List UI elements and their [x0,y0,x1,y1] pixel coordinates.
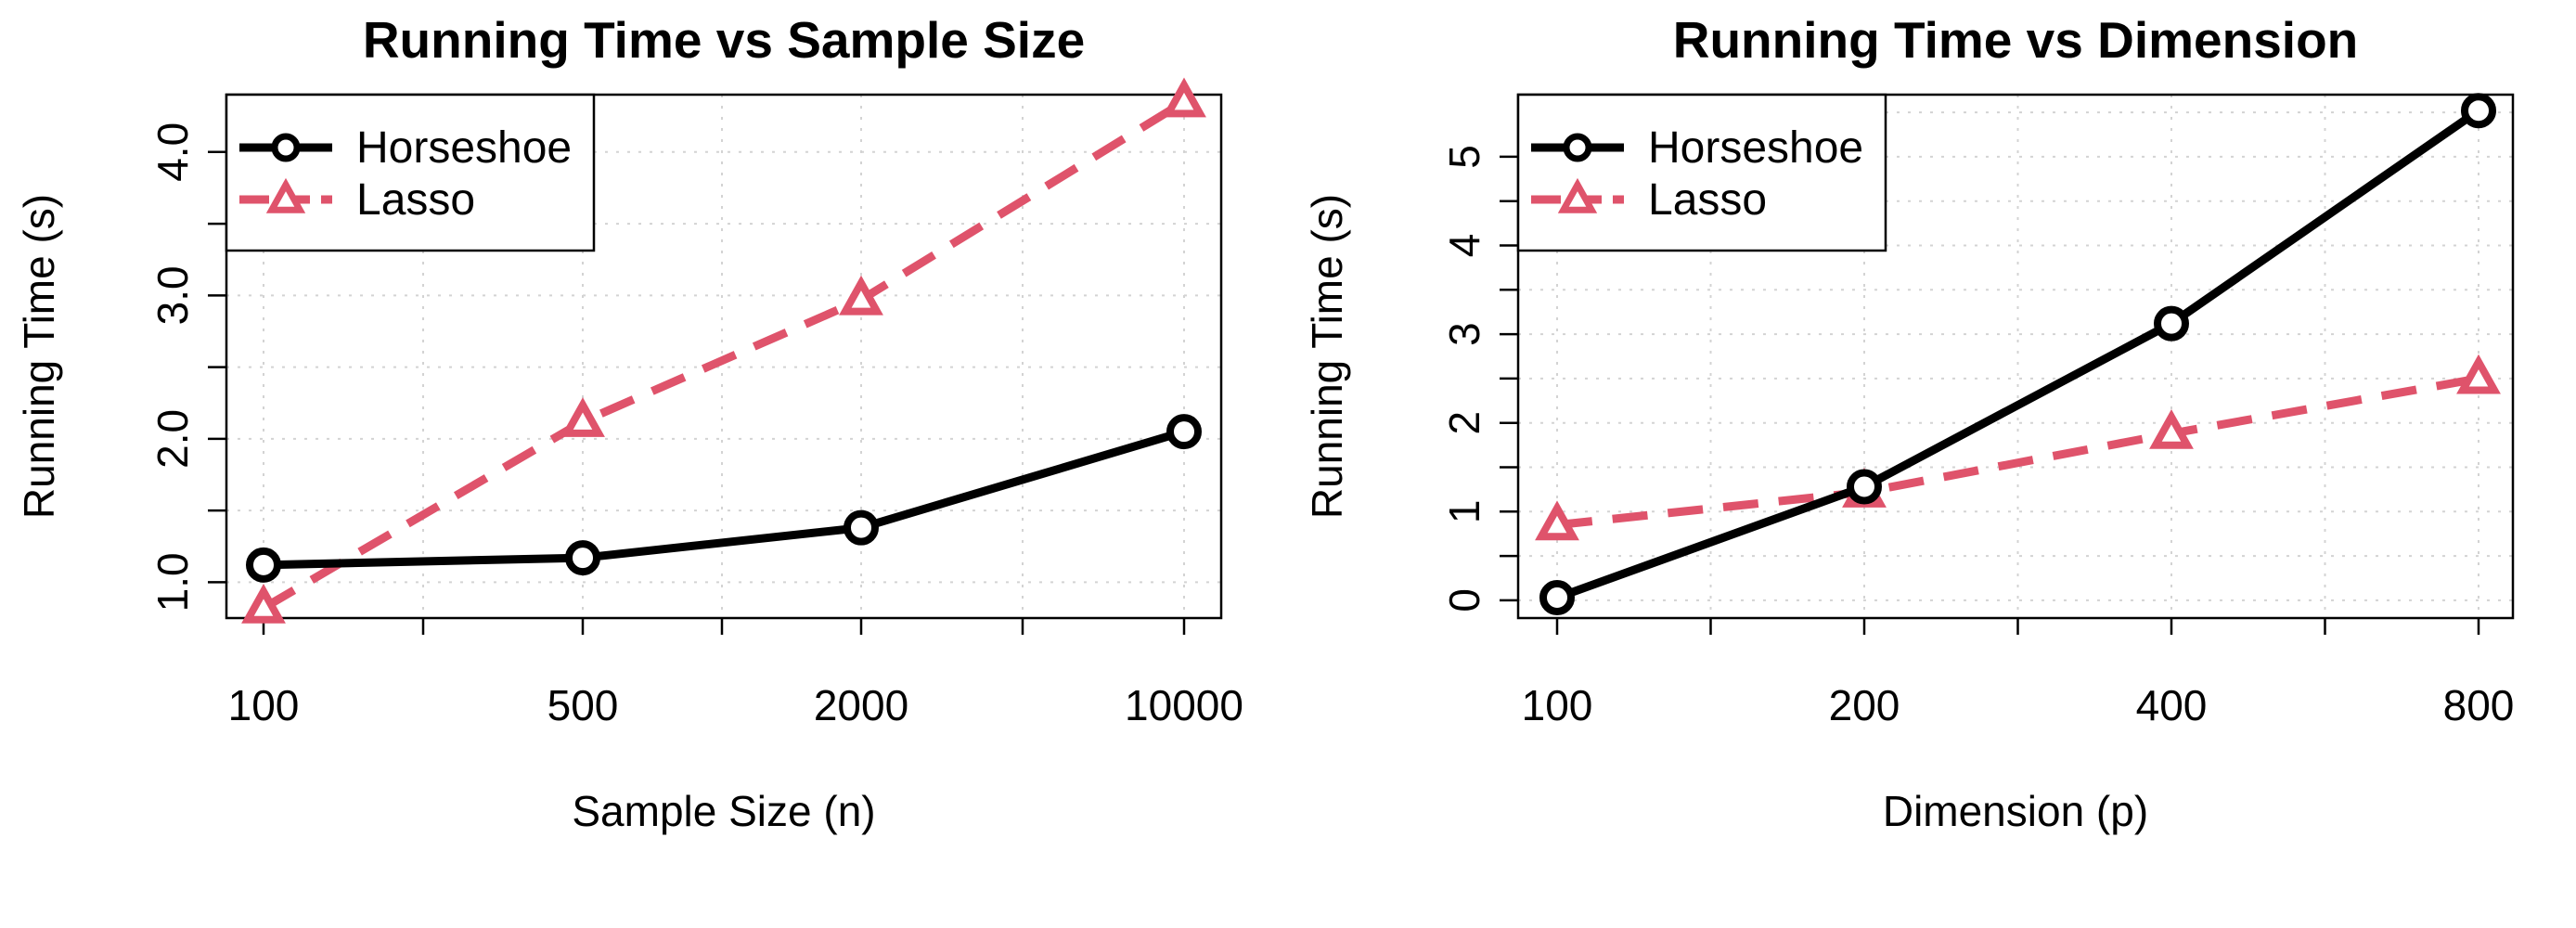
series-line-lasso [261,97,1187,612]
legend-label: Lasso [1648,175,1767,225]
y-tick-label: 0 [1440,588,1488,612]
x-axis-label: Sample Size (n) [572,787,875,835]
legend-marker-horseshoe [1563,133,1592,162]
x-tick-label: 200 [1829,681,1900,729]
plot-frame [225,93,1223,620]
x-axis-label: Dimension (p) [1883,787,2148,835]
y-tick-label: 2.0 [148,409,197,469]
chart-title: Running Time vs Dimension [1673,11,2359,69]
plot-frame [1516,93,2515,620]
data-point-lasso [839,275,883,316]
series-line-horseshoe [263,427,1186,570]
chart-sample-size: Running Time vs Sample Size 1.0 2.0 3.0 4.0 1… [15,11,1243,835]
data-point-horseshoe [1847,469,1882,505]
y-tick-label: 3 [1440,322,1488,346]
x-tick-label: 100 [1522,681,1593,729]
data-point-lasso [1535,500,1579,541]
data-point-horseshoe [1539,580,1575,616]
y-tick-label: 5 [1440,145,1488,169]
legend-label: Lasso [356,175,475,225]
data-point-lasso [2456,354,2501,394]
y-axis-label: Running Time (s) [15,194,63,519]
series-line-horseshoe [1555,107,2481,602]
data-point-horseshoe [565,540,600,576]
x-tick-label: 100 [228,681,300,729]
legend-box [225,93,596,252]
y-tick-label: 1.0 [148,552,197,612]
data-point-horseshoe [246,547,281,583]
legend-label: Horseshoe [356,123,572,173]
x-tick-label: 10000 [1125,681,1243,729]
data-point-lasso [1162,77,1206,118]
y-tick-label: 4.0 [148,122,197,182]
y-tick-label: 3.0 [148,265,197,325]
legend-marker-horseshoe [271,133,301,162]
x-tick-label: 500 [547,681,619,729]
legend-marker-lasso [265,177,306,213]
y-tick-label: 2 [1440,411,1488,435]
data-point-lasso [560,397,605,437]
y-tick-label: 4 [1440,234,1488,258]
series-line-lasso [1556,374,2479,530]
data-point-horseshoe [2154,305,2189,342]
data-point-horseshoe [844,509,879,546]
x-tick-label: 400 [2136,681,2208,729]
data-point-horseshoe [1166,414,1202,450]
legend-marker-lasso [1557,177,1598,213]
x-tick-label: 800 [2443,681,2515,729]
chart-title: Running Time vs Sample Size [363,11,1085,69]
y-tick-label: 1 [1440,499,1488,523]
y-axis-label: Running Time (s) [1303,194,1351,519]
data-point-horseshoe [2461,93,2496,129]
data-point-lasso [2149,408,2194,449]
data-point-lasso [241,583,286,624]
chart-dimension: Running Time vs Dimension 0 1 2 3 4 5 100 200 400… [1303,11,2515,835]
x-tick-label: 2000 [814,681,908,729]
legend-box [1516,93,1887,252]
legend-label: Horseshoe [1648,123,1863,173]
